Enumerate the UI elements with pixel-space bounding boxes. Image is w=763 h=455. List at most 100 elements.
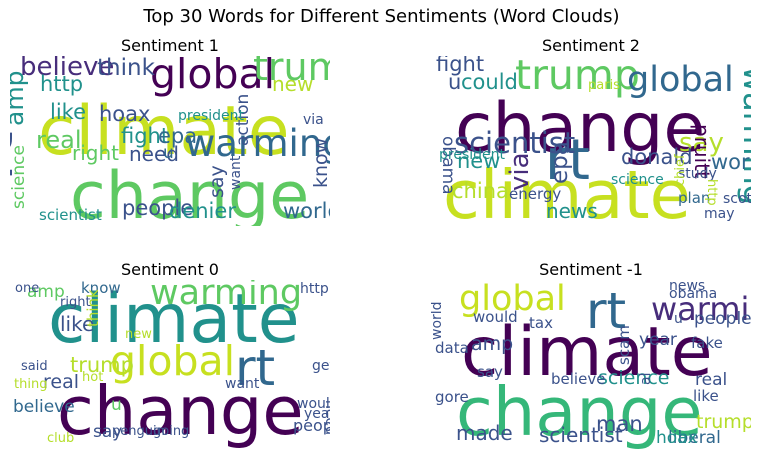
figure-title: Top 30 Words for Different Sentiments (W…	[143, 6, 620, 27]
panel-title-sentiment-1: Sentiment 1	[121, 36, 219, 55]
word-climate: climate	[461, 313, 713, 392]
word-world: world	[431, 301, 445, 340]
word-president: president	[178, 108, 245, 124]
word-climate: climate	[443, 156, 691, 226]
word-http: http	[40, 72, 83, 96]
word-gore: gore	[435, 388, 469, 406]
word-need: need	[129, 142, 179, 166]
word-say: say	[679, 128, 724, 158]
word-climate: climate	[38, 92, 290, 171]
word-may: may	[704, 206, 735, 222]
word-via: via	[505, 152, 535, 191]
word-new: new	[457, 149, 500, 173]
word-action: action	[233, 94, 253, 146]
word-like: like	[693, 387, 719, 405]
word-warming: warming	[185, 122, 330, 165]
word-scott: scott	[723, 191, 751, 207]
word-global: global	[150, 56, 275, 98]
word-china: china	[452, 179, 509, 203]
word-want: want	[225, 376, 260, 392]
word-like: like	[50, 100, 86, 124]
word-rt: rt	[235, 339, 275, 397]
word-change: change	[456, 373, 703, 450]
word-think: think	[97, 56, 156, 81]
word-change: change	[70, 159, 309, 226]
word-via: via	[303, 112, 324, 128]
word-tax: tax	[529, 314, 553, 332]
word-rt: rt	[586, 282, 626, 340]
word-know: know	[81, 280, 121, 297]
word-rt: rt	[545, 128, 590, 193]
word-donald: donald	[621, 145, 693, 169]
word-global: global	[110, 337, 235, 385]
word-fight: fight	[121, 124, 169, 148]
word-real: real	[695, 370, 727, 390]
word-need: need	[322, 400, 330, 435]
word-hot: hot	[82, 370, 103, 385]
word-man: man	[596, 412, 643, 436]
word-believe: believe	[551, 370, 605, 388]
word-change: change	[57, 372, 304, 450]
word-scientist: scientist	[539, 423, 623, 447]
word-chief: chief	[673, 154, 688, 186]
word-al: al	[638, 373, 654, 385]
word-right: right	[60, 295, 91, 310]
word-http: http	[704, 179, 719, 206]
panel-title-sentiment-2: Sentiment 2	[542, 36, 640, 55]
word-new: new	[272, 72, 313, 96]
word-amp: amp	[471, 333, 513, 355]
word-warming: warming	[651, 290, 751, 328]
word-u: u	[163, 143, 174, 163]
word-year: year	[304, 406, 330, 422]
word-president: president	[439, 147, 506, 163]
word-u: u	[448, 70, 461, 94]
word-hoax: hoax	[656, 428, 698, 448]
word-would: would	[473, 308, 518, 326]
word-club: club	[47, 431, 74, 446]
word-obama: obama	[669, 286, 717, 302]
word-thing: thing	[14, 377, 47, 392]
word-want: want	[228, 155, 244, 190]
word-epa: epa	[547, 141, 573, 184]
word-people: people	[293, 416, 330, 435]
word-data: data	[435, 339, 469, 357]
word-u: u	[111, 395, 122, 415]
word-global: global	[627, 60, 734, 100]
word-trump: trump	[70, 353, 134, 377]
word-new: new	[125, 327, 152, 342]
word-scientist: scientist	[454, 126, 575, 160]
word-news: news	[669, 280, 705, 294]
panel-title-sentiment-minus-1: Sentiment -1	[539, 260, 643, 279]
word-know: know	[310, 138, 330, 188]
word-say: say	[206, 165, 228, 198]
word-amp: amp	[27, 282, 65, 302]
word-believe: believe	[20, 56, 114, 82]
word-believe: believe	[13, 397, 75, 417]
word-said: said	[21, 359, 48, 374]
word-fake: fake	[691, 334, 723, 352]
word-year: year	[639, 330, 677, 350]
word-people: people	[694, 309, 751, 329]
panel-title-sentiment-0: Sentiment 0	[121, 260, 219, 279]
word-world: world	[711, 150, 751, 174]
word-climate: climate	[48, 280, 300, 359]
word-u: u	[674, 311, 683, 327]
word-science: science	[10, 145, 29, 209]
word-scientist: scientist	[39, 206, 102, 224]
word-going: going	[153, 424, 189, 439]
word-scam: scam	[615, 325, 633, 365]
word-made: made	[456, 421, 513, 445]
word-would: would	[297, 396, 330, 412]
word-liberal: liberal	[668, 428, 721, 448]
word-one: one	[15, 281, 39, 296]
word-denier: denier	[169, 199, 236, 223]
word-people: people	[122, 196, 193, 220]
word-change: change	[455, 89, 705, 168]
word-pruitt: pruitt	[690, 124, 714, 179]
word-right: right	[72, 141, 119, 165]
word-http: http	[300, 281, 329, 297]
word-like: like	[60, 312, 94, 336]
